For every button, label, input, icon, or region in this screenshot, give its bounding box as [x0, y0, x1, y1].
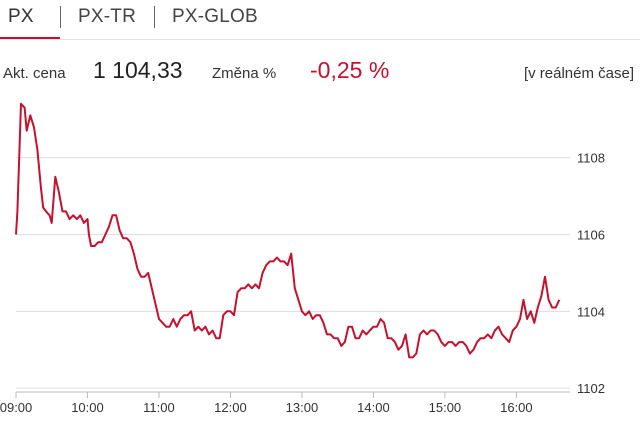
x-tick-label: 13:00 [286, 400, 319, 415]
price-chart: 1108 1106 1104 1102 09:00 10:00 11:00 12:00 13:… [0, 102, 605, 415]
tab-separator [154, 6, 155, 28]
y-tick-label: 1108 [577, 151, 605, 166]
x-tick-label: 09:00 [0, 400, 32, 415]
y-axis: 1108 1106 1104 1102 [577, 151, 605, 397]
price-value: 1 104,33 [93, 57, 183, 83]
realtime-note: [v reálném čase] [523, 65, 634, 82]
tab-px-glob[interactable]: PX-GLOB [172, 6, 258, 27]
chart-grid [16, 157, 570, 389]
x-tick-label: 10:00 [71, 400, 104, 415]
x-tick-label: 15:00 [429, 400, 462, 415]
x-axis: 09:00 10:00 11:00 12:00 13:00 14:00 15:00 16:00 [0, 391, 570, 415]
quote-bar: Akt. cena 1 104,33 Změna % -0,25 % [v re… [0, 56, 640, 90]
x-tick-label: 11:00 [143, 400, 175, 415]
index-tabs: PX PX-TR PX-GLOB [0, 0, 640, 40]
x-tick-label: 16:00 [500, 400, 533, 415]
change-label: Změna % [212, 65, 277, 82]
x-tick-label: 14:00 [357, 400, 390, 415]
change-value: -0,25 % [310, 57, 390, 83]
y-tick-label: 1104 [577, 304, 605, 319]
y-tick-label: 1102 [577, 381, 605, 396]
y-tick-label: 1106 [577, 227, 605, 242]
tab-px-tr[interactable]: PX-TR [78, 6, 136, 27]
active-tab-indicator [0, 37, 60, 40]
tabs-divider [0, 39, 640, 40]
x-tick-label: 12:00 [214, 400, 247, 415]
tab-px[interactable]: PX [8, 6, 34, 27]
tab-separator [60, 6, 61, 28]
price-label: Akt. cena [3, 65, 66, 82]
series-line-px [15, 102, 561, 359]
